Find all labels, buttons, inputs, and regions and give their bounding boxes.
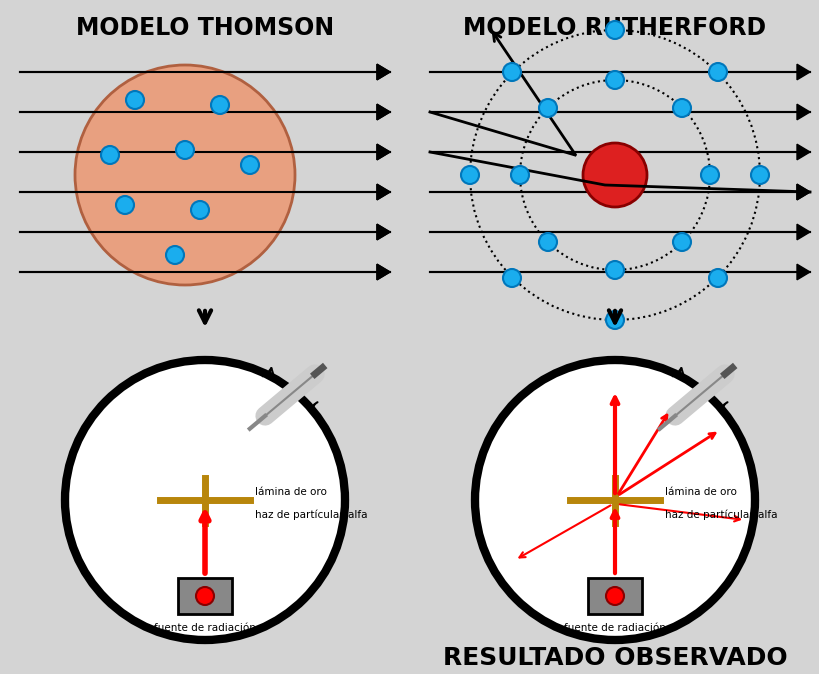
Circle shape	[460, 166, 478, 184]
Polygon shape	[377, 144, 390, 160]
Circle shape	[672, 233, 690, 251]
Polygon shape	[377, 64, 390, 80]
Circle shape	[672, 99, 690, 117]
Circle shape	[101, 146, 119, 164]
Polygon shape	[796, 184, 809, 200]
Circle shape	[700, 166, 718, 184]
Polygon shape	[796, 264, 809, 280]
Polygon shape	[796, 64, 809, 80]
Circle shape	[582, 143, 646, 207]
Circle shape	[65, 360, 345, 640]
Polygon shape	[377, 224, 390, 240]
Text: RESULTADO OBSERVADO: RESULTADO OBSERVADO	[442, 646, 786, 670]
Circle shape	[241, 156, 259, 174]
Bar	[587, 578, 641, 614]
Circle shape	[210, 96, 229, 114]
Polygon shape	[377, 184, 390, 200]
Circle shape	[605, 21, 623, 39]
Polygon shape	[796, 184, 809, 200]
Polygon shape	[377, 264, 390, 280]
Polygon shape	[377, 224, 390, 240]
Text: haz de partículas alfa: haz de partículas alfa	[255, 510, 367, 520]
Circle shape	[605, 587, 623, 605]
Circle shape	[750, 166, 768, 184]
Circle shape	[510, 166, 528, 184]
Polygon shape	[377, 184, 390, 200]
Bar	[178, 578, 232, 614]
Circle shape	[165, 246, 183, 264]
Text: MODELO RUTHERFORD: MODELO RUTHERFORD	[463, 16, 766, 40]
Polygon shape	[377, 104, 390, 120]
Circle shape	[191, 201, 209, 219]
Polygon shape	[377, 144, 390, 160]
Polygon shape	[377, 264, 390, 280]
Polygon shape	[796, 224, 809, 240]
Circle shape	[538, 233, 556, 251]
Circle shape	[474, 360, 754, 640]
Text: fuente de radiación: fuente de radiación	[563, 623, 665, 633]
Polygon shape	[796, 104, 809, 120]
Circle shape	[502, 269, 520, 287]
Text: haz de partículas alfa: haz de partículas alfa	[664, 510, 776, 520]
Polygon shape	[377, 104, 390, 120]
Text: lámina de oro: lámina de oro	[255, 487, 327, 497]
Circle shape	[708, 269, 726, 287]
Text: lámina de oro: lámina de oro	[664, 487, 736, 497]
Polygon shape	[377, 64, 390, 80]
Circle shape	[75, 65, 295, 285]
Circle shape	[196, 587, 214, 605]
Text: MODELO THOMSON: MODELO THOMSON	[76, 16, 333, 40]
Circle shape	[605, 261, 623, 279]
Circle shape	[176, 141, 194, 159]
Text: fuente de radiación: fuente de radiación	[154, 623, 256, 633]
Circle shape	[538, 99, 556, 117]
Circle shape	[126, 91, 144, 109]
Circle shape	[708, 63, 726, 81]
Polygon shape	[796, 144, 809, 160]
Circle shape	[502, 63, 520, 81]
Circle shape	[115, 196, 133, 214]
Circle shape	[605, 71, 623, 89]
Circle shape	[605, 311, 623, 329]
